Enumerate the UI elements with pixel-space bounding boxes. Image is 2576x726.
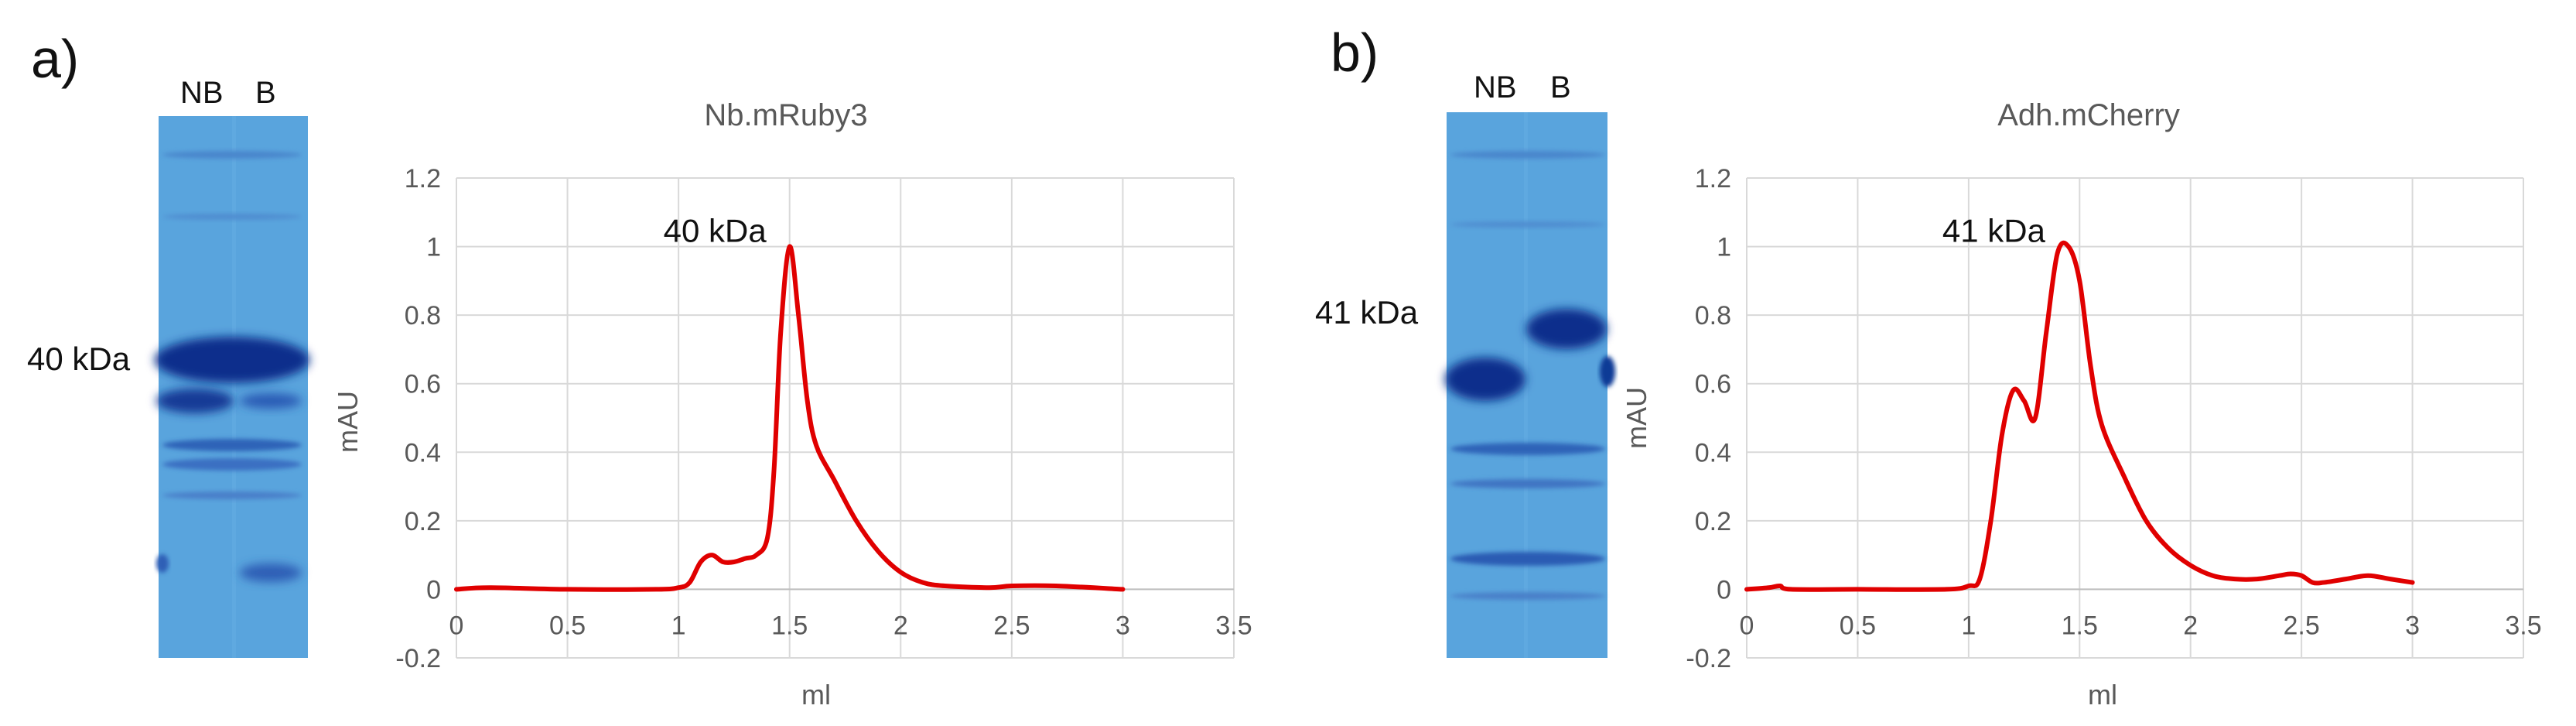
chart-b-ytick: 1 <box>1717 233 1731 262</box>
gel-b-band-290 <box>1450 221 1605 228</box>
chart-a-x-label: ml <box>801 679 831 711</box>
chart-b-peak-annotation: 41 kDa <box>1942 213 2046 249</box>
gel-a-marker-label: 40 kDa <box>27 341 131 377</box>
gel-a-lane-nb-label: NB <box>180 76 224 110</box>
chart-a-ytick: 0.4 <box>405 438 441 467</box>
chart-a-ytick: 0.8 <box>405 301 441 330</box>
gel-a-band-600 <box>162 458 302 471</box>
chart-b: Adh.mCherry 1.2 1 0.8 0.6 0.4 0.2 0 -0.2… <box>1621 98 2542 711</box>
gel-a-lane-nb <box>159 116 232 658</box>
chart-a-y-label: mAU <box>332 391 364 453</box>
panel-b: b) NB B 41 kDa Adh.mCherry 1.2 <box>1315 22 2542 711</box>
chart-b-ytick: 0.6 <box>1695 370 1731 399</box>
gel-a-band-575 <box>162 439 302 451</box>
gel-b-marker-label: 41 kDa <box>1315 294 1419 330</box>
chart-a-ytick: 1.2 <box>405 164 441 193</box>
gel-a-band-280 <box>162 214 302 220</box>
gel-a-band-740 <box>240 563 302 582</box>
gel-b-band-580 <box>1450 443 1605 455</box>
chart-a-series-line <box>454 244 1126 592</box>
chart-b-xtick: 0 <box>1740 611 1754 640</box>
chart-b-xtick: 2.5 <box>2284 611 2320 640</box>
gel-b-band-625 <box>1450 479 1605 488</box>
chart-b-xtick: 1 <box>1961 611 1976 640</box>
chart-b-ytick: 0.4 <box>1695 438 1731 467</box>
gel-b-band-722 <box>1450 552 1605 566</box>
chart-a-xtick: 0 <box>449 611 464 640</box>
chart-a-ytick: 1 <box>426 233 441 262</box>
gel-b-band-200 <box>1450 151 1605 159</box>
chart-a-xtick: 2 <box>893 611 908 640</box>
chart-a-gridlines <box>456 177 1235 659</box>
gel-a-band-edge <box>156 554 169 573</box>
chart-b-ytick: 0.8 <box>1695 301 1731 330</box>
chart-b-x-ticks: 0 0.5 1 1.5 2 2.5 3 3.5 <box>1740 611 2542 640</box>
chart-a-xtick: 0.5 <box>549 611 586 640</box>
gel-b-band-770 <box>1450 592 1605 600</box>
chart-b-series-line <box>1744 240 2415 592</box>
chart-a-ytick: 0.2 <box>405 507 441 536</box>
chart-a-xtick: 3 <box>1115 611 1130 640</box>
gel-a: NB B 40 kDa <box>27 76 309 658</box>
gel-b-lane-b-label: B <box>1550 70 1571 104</box>
chart-b-xtick: 2 <box>2183 611 2198 640</box>
gel-b-band-nb-main <box>1445 358 1525 401</box>
chart-a-ytick: -0.2 <box>395 644 441 673</box>
chart-b-ytick: 0 <box>1717 575 1731 604</box>
gel-a-lane-b-label: B <box>255 76 276 110</box>
chart-a-peak-annotation: 40 kDa <box>664 213 767 249</box>
chart-b-xtick: 3.5 <box>2505 611 2541 640</box>
chart-a-xtick: 3.5 <box>1215 611 1252 640</box>
gel-b-band-edge <box>1600 356 1615 387</box>
chart-a: Nb.mRuby3 1.2 1 0.8 0.6 0.4 0.2 0 -0.2 0… <box>332 98 1252 711</box>
panel-b-letter: b) <box>1331 22 1379 83</box>
chart-a-xtick: 2.5 <box>993 611 1030 640</box>
chart-b-ytick: 0.2 <box>1695 507 1731 536</box>
chart-b-xtick: 1.5 <box>2062 611 2098 640</box>
gel-b-band-b-main <box>1526 309 1607 349</box>
chart-b-xtick: 0.5 <box>1840 611 1876 640</box>
chart-a-x-ticks: 0 0.5 1 1.5 2 2.5 3 3.5 <box>449 611 1252 640</box>
chart-b-xtick: 3 <box>2405 611 2420 640</box>
gel-b-lane-b <box>1528 112 1607 658</box>
chart-b-ytick: -0.2 <box>1686 644 1731 673</box>
gel-a-band-lower-b <box>240 393 302 409</box>
chart-a-ytick: 0 <box>426 575 441 604</box>
chart-b-gridlines <box>1746 177 2524 659</box>
chart-b-x-label: ml <box>2088 679 2117 711</box>
panel-a: a) NB B 40 kDa Nb.mRuby3 1.2 <box>27 29 1252 711</box>
gel-b: NB B 41 kDa <box>1315 70 1615 658</box>
chart-b-y-ticks: 1.2 1 0.8 0.6 0.4 0.2 0 -0.2 <box>1686 164 1731 673</box>
chart-a-xtick: 1 <box>671 611 686 640</box>
gel-a-band-main <box>155 337 309 383</box>
panel-a-letter: a) <box>31 29 79 89</box>
chart-a-y-ticks: 1.2 1 0.8 0.6 0.4 0.2 0 -0.2 <box>395 164 441 673</box>
chart-b-title: Adh.mCherry <box>1997 98 2180 132</box>
chart-a-title: Nb.mRuby3 <box>704 98 867 132</box>
gel-b-lane-nb-label: NB <box>1474 70 1517 104</box>
gel-a-band-200 <box>162 151 302 159</box>
gel-a-band-lower-nb <box>156 389 234 413</box>
chart-a-xtick: 1.5 <box>771 611 808 640</box>
chart-b-ytick: 1.2 <box>1695 164 1731 193</box>
gel-a-band-640 <box>162 491 302 499</box>
chart-a-ytick: 0.6 <box>405 370 441 399</box>
chart-b-y-label: mAU <box>1621 387 1652 449</box>
